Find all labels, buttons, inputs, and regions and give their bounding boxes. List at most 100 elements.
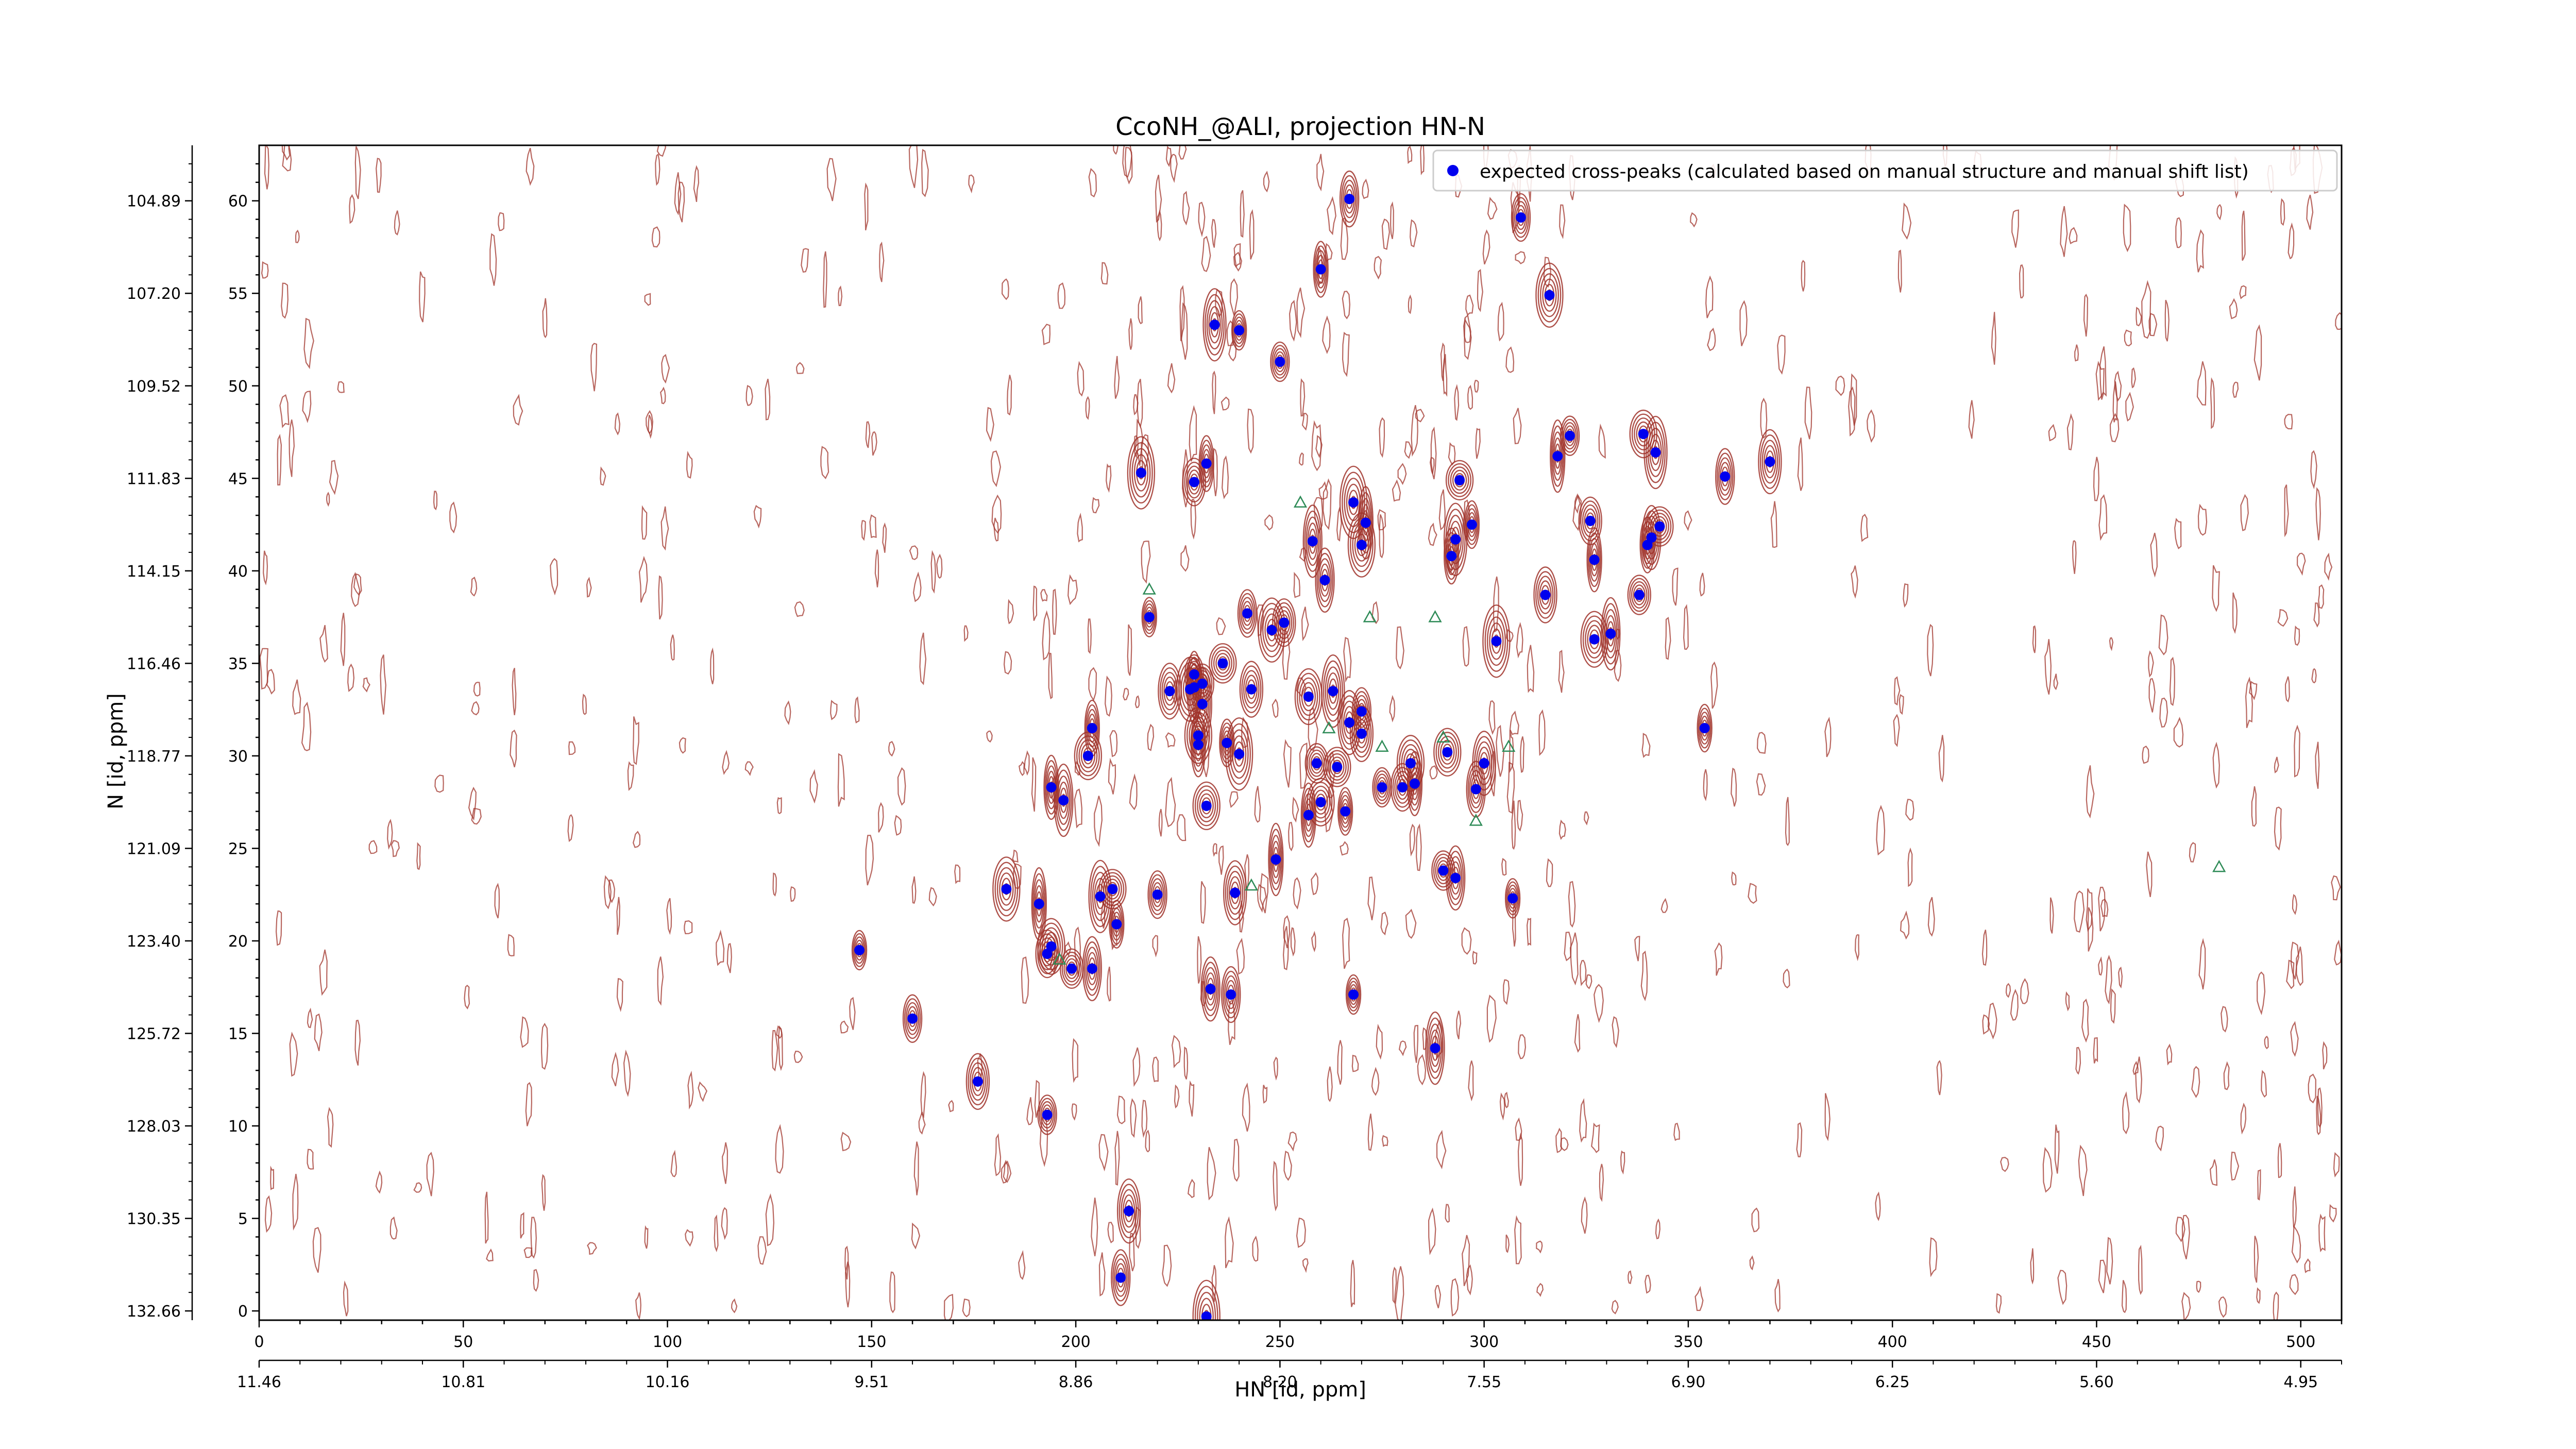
contour-ring xyxy=(1304,510,1321,572)
noise-contour xyxy=(1077,512,1083,543)
expected-cross-peak xyxy=(1356,540,1367,550)
noise-contour xyxy=(1467,384,1473,410)
noise-contour xyxy=(2316,1096,2321,1136)
noise-contour xyxy=(1429,457,1435,474)
expected-cross-peak xyxy=(1246,684,1257,695)
noise-contour xyxy=(1690,212,1698,228)
contour-ring xyxy=(1133,454,1149,492)
noise-contour xyxy=(2074,344,2079,362)
noise-contour xyxy=(1505,1234,1510,1253)
noise-contour xyxy=(1416,823,1422,871)
noise-contour xyxy=(2148,678,2156,713)
noise-contour xyxy=(1170,154,1178,183)
noise-contour xyxy=(1178,145,1187,160)
contour-ring xyxy=(1535,571,1556,619)
noise-contour xyxy=(1389,695,1396,722)
noise-contour xyxy=(1514,1215,1522,1265)
noise-contour xyxy=(2212,565,2220,612)
noise-contour xyxy=(2121,1280,2127,1313)
noise-contour xyxy=(1995,1293,2002,1314)
noise-contour xyxy=(1001,1159,1009,1184)
contour-ring xyxy=(994,862,1019,917)
noise-contour xyxy=(587,1242,597,1255)
noise-contour xyxy=(2221,1006,2228,1033)
expected-cross-peak xyxy=(1189,669,1199,680)
noise-contour xyxy=(1628,1270,1633,1285)
noise-contour xyxy=(1710,661,1718,709)
noise-contour xyxy=(1026,1097,1033,1125)
x-ppm-tick-label: 7.55 xyxy=(1467,1373,1501,1391)
noise-contour xyxy=(784,700,791,726)
contour-ring xyxy=(1629,578,1650,612)
expected-cross-peak xyxy=(1144,612,1155,622)
noise-contour xyxy=(541,1174,546,1211)
noise-contour xyxy=(1536,1240,1543,1254)
noise-contour xyxy=(302,391,312,424)
expected-cross-peak xyxy=(1589,634,1600,645)
contour-ring xyxy=(999,872,1014,906)
noise-contour xyxy=(1289,299,1297,342)
contour-ring xyxy=(1105,879,1120,900)
expected-cross-peak xyxy=(1042,1109,1053,1120)
contour-ring xyxy=(1223,970,1240,1019)
noise-contour xyxy=(1124,146,1133,184)
noise-contour xyxy=(2198,938,2206,990)
noise-contour xyxy=(2173,716,2184,748)
noise-contour xyxy=(1450,1278,1460,1317)
noise-contour xyxy=(590,343,598,392)
noise-contour xyxy=(2175,217,2182,248)
contour-ring xyxy=(1163,677,1176,706)
noise-contour xyxy=(1226,320,1234,346)
contour-ring xyxy=(1057,776,1071,825)
contour-ring xyxy=(1141,597,1157,637)
noise-contour xyxy=(2155,1125,2164,1152)
noise-contour xyxy=(1371,1067,1380,1096)
noise-contour xyxy=(2257,1169,2261,1201)
noise-contour xyxy=(2049,897,2054,934)
noise-contour xyxy=(292,1174,299,1231)
noise-contour xyxy=(1694,1286,1704,1311)
noise-contour xyxy=(1259,873,1269,914)
contour-ring xyxy=(1646,506,1674,547)
contour-ring xyxy=(1199,793,1214,819)
expected-cross-peak xyxy=(1201,800,1212,811)
noise-contour xyxy=(1296,1217,1306,1248)
contour-ring xyxy=(1198,435,1214,492)
noise-contour xyxy=(854,696,860,724)
expected-cross-peak xyxy=(1585,515,1596,526)
noise-contour xyxy=(1262,1085,1268,1104)
contour-ring xyxy=(1272,345,1289,379)
expected-cross-peak xyxy=(1275,357,1285,367)
legend-entry: expected cross-peaks (calculated based o… xyxy=(1480,161,2249,182)
noise-contour xyxy=(1137,379,1143,429)
contour-ring xyxy=(1641,504,1662,570)
noise-contour xyxy=(1225,1216,1234,1269)
noise-contour xyxy=(2291,1224,2301,1263)
x-ppm-tick-label: 5.60 xyxy=(2079,1373,2114,1391)
y-ppm-tick-label: 118.77 xyxy=(127,748,181,766)
contour-ring xyxy=(1561,418,1579,453)
noise-contour xyxy=(1141,1100,1148,1138)
contour-ring xyxy=(1044,932,1059,961)
contour-ring xyxy=(1243,670,1260,709)
assigned-peak-marker xyxy=(1142,582,1156,595)
noise-contour xyxy=(353,573,362,596)
noise-contour xyxy=(1287,1131,1297,1152)
contour-ring xyxy=(1301,682,1316,712)
noise-contour xyxy=(687,1070,694,1110)
contour-ring xyxy=(1083,941,1101,996)
noise-contour xyxy=(394,210,400,235)
contour-ring xyxy=(1264,613,1279,647)
expected-cross-peak xyxy=(1466,519,1477,530)
expected-cross-peak xyxy=(1266,625,1277,635)
noise-contour xyxy=(1107,1222,1114,1243)
noise-contour xyxy=(1012,849,1019,863)
noise-contour xyxy=(2000,1157,2009,1172)
noise-contour xyxy=(1499,1092,1505,1121)
contour-ring xyxy=(1085,947,1099,991)
noise-contour xyxy=(1438,489,1446,531)
noise-contour xyxy=(1486,995,1497,1043)
noise-contour xyxy=(1077,361,1084,397)
noise-contour xyxy=(2065,991,2070,1012)
